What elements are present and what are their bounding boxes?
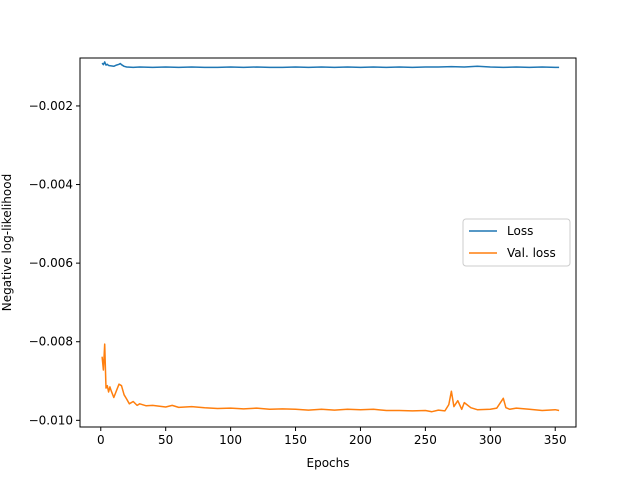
y-axis-label: Negative log-likelihood [0, 174, 14, 311]
x-tick-label: 150 [284, 433, 307, 447]
y-tick-label: −0.010 [29, 413, 73, 427]
series-line-val-loss [101, 343, 560, 413]
x-tick-label: 350 [544, 433, 567, 447]
y-tick-label: −0.002 [29, 99, 73, 113]
axis-ticks: 0 50 100 150 200 250 300 350 −0.002 −0.004 −0.006 −… [29, 99, 567, 447]
legend-label: Loss [507, 224, 533, 238]
legend: Loss Val. loss [462, 218, 571, 267]
y-tick-label: −0.006 [29, 256, 73, 270]
legend-label: Val. loss [507, 246, 556, 260]
x-tick-label: 0 [97, 433, 105, 447]
x-tick-label: 50 [158, 433, 173, 447]
y-tick-label: −0.008 [29, 335, 73, 349]
x-tick-label: 300 [479, 433, 502, 447]
plot-area-frame [79, 57, 577, 428]
x-tick-label: 250 [414, 433, 437, 447]
x-tick-label: 200 [349, 433, 372, 447]
y-tick-label: −0.004 [29, 178, 73, 192]
series-line-loss [101, 61, 560, 69]
x-tick-label: 100 [219, 433, 242, 447]
series-layer [101, 61, 560, 413]
x-axis-label: Epochs [307, 456, 350, 470]
